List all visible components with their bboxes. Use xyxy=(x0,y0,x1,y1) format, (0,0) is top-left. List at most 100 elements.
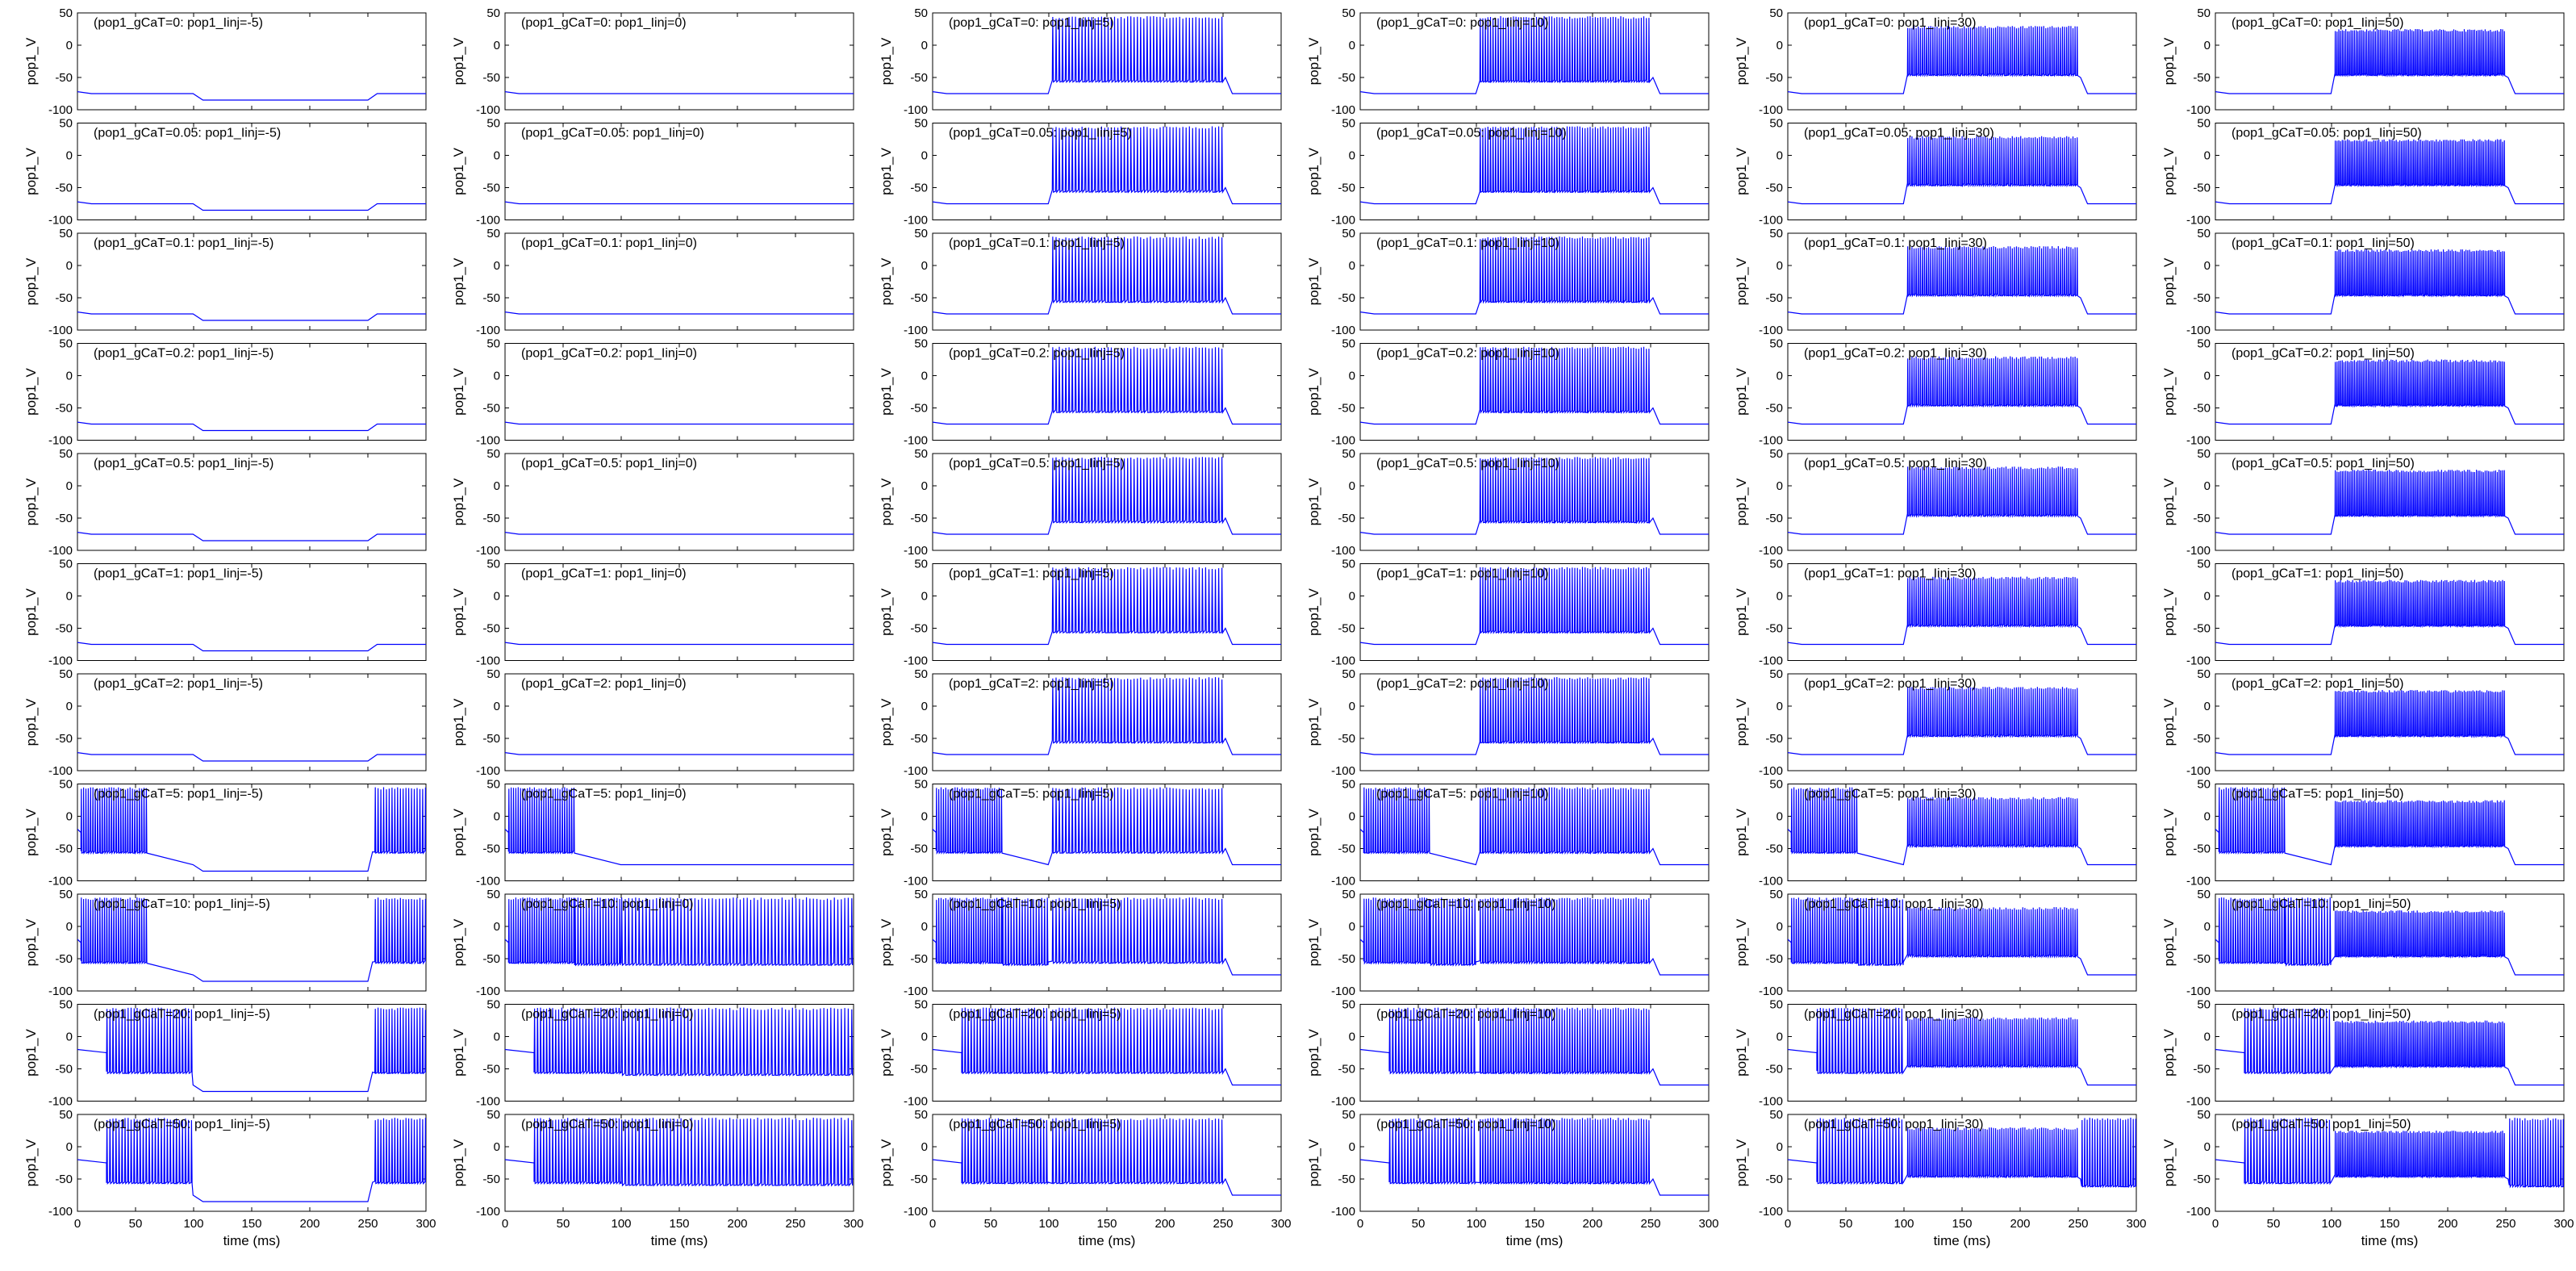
y-tick-label: -50 xyxy=(1765,1063,1783,1077)
y-tick-label: -100 xyxy=(1331,1095,1355,1109)
voltage-trace xyxy=(1788,245,2136,315)
panel-r6-c1: 50 0 -50 -100 pop1_V (pop1_gCaT=2: pop1_Iinj=… xyxy=(451,667,854,778)
voltage-trace xyxy=(505,1117,854,1187)
panel-title: (pop1_gCaT=0: pop1_Iinj=30) xyxy=(1804,16,1977,30)
y-axis-label: pop1_V xyxy=(879,37,894,85)
panel-r9-c4: 50 0 -50 -100 pop1_V (pop1_gCaT=20: pop1_Iinj… xyxy=(1734,998,2137,1109)
voltage-trace xyxy=(2215,787,2564,866)
y-tick-label: -100 xyxy=(476,1095,500,1109)
y-tick-label: -50 xyxy=(910,402,928,416)
panel-title: (pop1_gCaT=0: pop1_Iinj=-5) xyxy=(94,16,263,30)
voltage-trace xyxy=(1360,1007,1709,1086)
y-axis-label: pop1_V xyxy=(1306,809,1321,856)
y-tick-label: 50 xyxy=(2197,227,2211,240)
voltage-trace xyxy=(933,567,1281,646)
voltage-trace xyxy=(2215,249,2564,315)
x-tick-label: 50 xyxy=(984,1217,998,1231)
panel-title: (pop1_gCaT=1: pop1_Iinj=-5) xyxy=(94,567,263,581)
panel-title: (pop1_gCaT=0: pop1_Iinj=50) xyxy=(2232,16,2404,30)
panel-r9-c5: 50 0 -50 -100 pop1_V (pop1_gCaT=20: pop1_Iinj… xyxy=(2161,998,2565,1109)
panel-title: (pop1_gCaT=0.5: pop1_Iinj=0) xyxy=(521,457,697,470)
y-tick-label: 50 xyxy=(486,998,500,1012)
panel-r4-c0: 50 0 -50 -100 pop1_V (pop1_gCaT=0.5: pop1_Iin… xyxy=(23,447,427,558)
y-tick-label: 50 xyxy=(486,227,500,240)
y-tick-label: -100 xyxy=(904,324,928,337)
panel-r7-c1: 50 0 -50 -100 pop1_V (pop1_gCaT=5: pop1_Iinj=… xyxy=(451,778,854,888)
voltage-trace xyxy=(2215,1007,2564,1086)
voltage-trace xyxy=(505,897,854,967)
y-axis-label: pop1_V xyxy=(23,148,39,195)
x-tick-label: 0 xyxy=(74,1217,81,1231)
y-tick-label: -50 xyxy=(1338,291,1355,305)
y-tick-label: 50 xyxy=(914,558,928,571)
x-tick-label: 50 xyxy=(129,1217,143,1231)
y-tick-label: 0 xyxy=(2204,479,2211,493)
y-tick-label: 50 xyxy=(1769,6,1783,20)
y-tick-label: 50 xyxy=(1342,6,1355,20)
panel-title: (pop1_gCaT=0.5: pop1_Iinj=5) xyxy=(949,457,1125,470)
y-tick-label: 50 xyxy=(1769,778,1783,792)
y-tick-label: 50 xyxy=(1769,447,1783,461)
y-tick-label: -50 xyxy=(482,512,500,525)
x-tick-label: 200 xyxy=(1154,1217,1175,1231)
x-tick-label: 50 xyxy=(557,1217,570,1231)
y-tick-label: 0 xyxy=(2204,259,2211,273)
panel-title: (pop1_gCaT=20: pop1_Iinj=5) xyxy=(949,1008,1121,1022)
panel-r7-c5: 50 0 -50 -100 pop1_V (pop1_gCaT=5: pop1_Iinj=… xyxy=(2161,778,2565,888)
panel-r7-c4: 50 0 -50 -100 pop1_V (pop1_gCaT=5: pop1_Iinj=… xyxy=(1734,778,2137,888)
voltage-trace xyxy=(77,421,426,432)
panel-r2-c4: 50 0 -50 -100 pop1_V (pop1_gCaT=0.1: pop1_Iin… xyxy=(1734,227,2137,337)
y-tick-label: -50 xyxy=(910,1173,928,1186)
voltage-trace xyxy=(1788,356,2136,425)
voltage-trace xyxy=(77,201,426,211)
y-tick-label: -100 xyxy=(1331,214,1355,228)
panel-r0-c0: 50 0 -50 -100 pop1_V (pop1_gCaT=0: pop1_Iinj=… xyxy=(23,6,427,117)
y-tick-label: 0 xyxy=(494,920,500,934)
y-tick-label: -100 xyxy=(904,214,928,228)
y-tick-label: -50 xyxy=(1765,71,1783,85)
panel-r6-c5: 50 0 -50 -100 pop1_V (pop1_gCaT=2: pop1_Iinj=… xyxy=(2161,667,2565,778)
y-tick-label: 0 xyxy=(2204,149,2211,163)
y-tick-label: 50 xyxy=(59,778,73,792)
panel-title: (pop1_gCaT=1: pop1_Iinj=0) xyxy=(521,567,687,581)
y-tick-label: -100 xyxy=(1759,214,1783,228)
voltage-trace xyxy=(1360,126,1709,205)
y-tick-label: -50 xyxy=(55,402,73,416)
y-tick-label: 0 xyxy=(921,259,928,273)
y-tick-label: -100 xyxy=(476,1205,500,1219)
panel-r2-c5: 50 0 -50 -100 pop1_V (pop1_gCaT=0.1: pop1_Iin… xyxy=(2161,227,2565,337)
panel-r6-c4: 50 0 -50 -100 pop1_V (pop1_gCaT=2: pop1_Iinj=… xyxy=(1734,667,2137,778)
voltage-trace xyxy=(1360,236,1709,315)
y-axis-label: pop1_V xyxy=(879,478,894,525)
y-tick-label: -50 xyxy=(55,512,73,525)
panel-title: (pop1_gCaT=10: pop1_Iinj=5) xyxy=(949,897,1121,911)
panel-title: (pop1_gCaT=5: pop1_Iinj=50) xyxy=(2232,788,2404,801)
voltage-trace xyxy=(1788,897,2136,976)
panel-title: (pop1_gCaT=0.1: pop1_Iinj=50) xyxy=(2232,236,2415,250)
y-tick-label: 0 xyxy=(1776,39,1783,52)
y-tick-label: -100 xyxy=(1331,434,1355,448)
y-axis-label: pop1_V xyxy=(1734,368,1749,416)
y-tick-label: 50 xyxy=(59,888,73,901)
y-axis-label: pop1_V xyxy=(1734,1029,1749,1077)
y-axis-label: pop1_V xyxy=(1306,257,1321,305)
panel-r4-c5: 50 0 -50 -100 pop1_V (pop1_gCaT=0.5: pop1_Iin… xyxy=(2161,447,2565,558)
y-tick-label: -100 xyxy=(904,434,928,448)
x-axis-label: time (ms) xyxy=(1934,1233,1991,1248)
y-tick-label: -50 xyxy=(1765,732,1783,746)
voltage-trace xyxy=(933,346,1281,425)
y-tick-label: 0 xyxy=(921,370,928,383)
voltage-trace xyxy=(505,752,854,755)
y-tick-label: -50 xyxy=(2193,71,2211,85)
y-tick-label: -50 xyxy=(482,182,500,195)
y-tick-label: -50 xyxy=(55,952,73,966)
panel-title: (pop1_gCaT=5: pop1_Iinj=-5) xyxy=(94,788,263,801)
panel-r5-c3: 50 0 -50 -100 pop1_V (pop1_gCaT=1: pop1_Iinj=… xyxy=(1306,558,1710,668)
y-tick-label: 0 xyxy=(494,479,500,493)
panel-title: (pop1_gCaT=0.05: pop1_Iinj=5) xyxy=(949,127,1132,140)
voltage-trace xyxy=(2215,139,2564,205)
y-tick-label: -50 xyxy=(1765,291,1783,305)
y-tick-label: 0 xyxy=(494,810,500,824)
